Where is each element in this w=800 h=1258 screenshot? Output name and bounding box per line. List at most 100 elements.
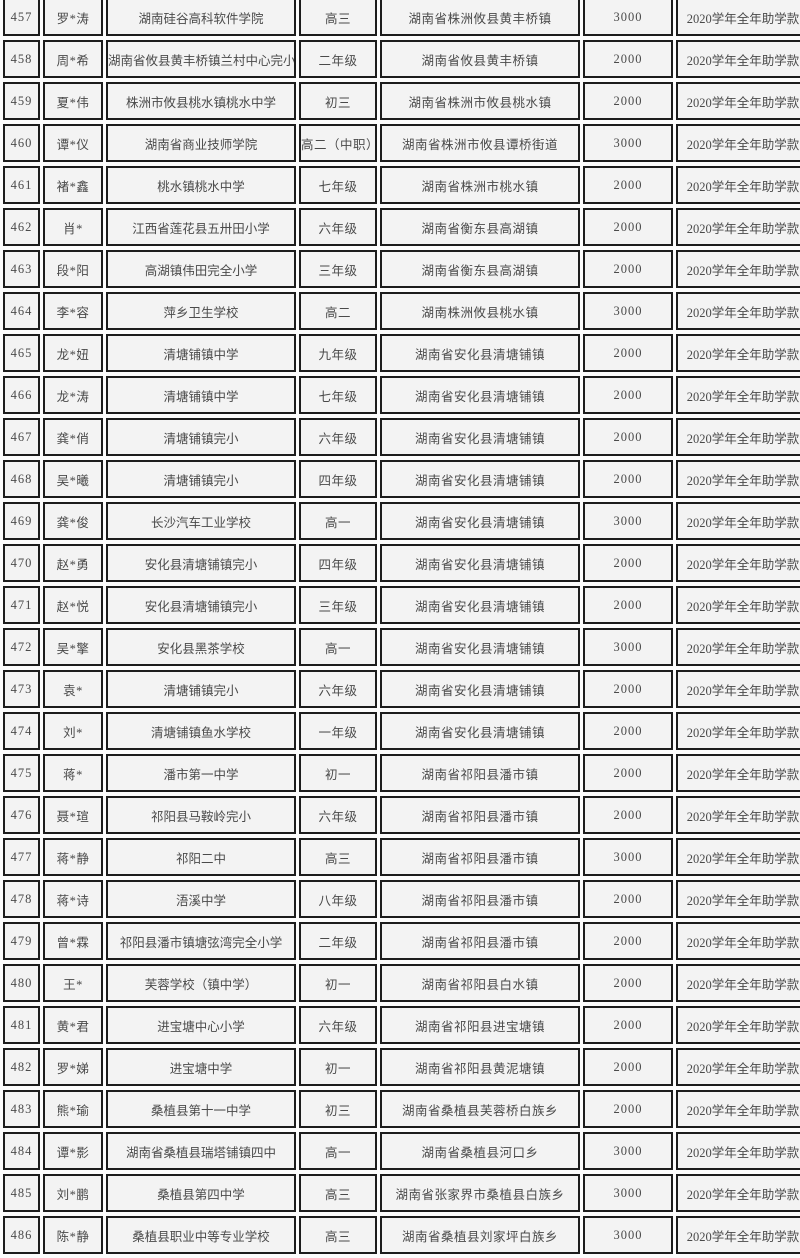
school: 芙蓉学校（镇中学） [106,964,296,1002]
student-name: 周*希 [43,40,103,78]
grade: 一年级 [299,712,377,750]
amount: 3000 [583,502,673,540]
school: 湖南省桑植县瑞塔铺镇四中 [106,1132,296,1170]
serial-number: 478 [3,880,40,918]
serial-number: 486 [3,1216,40,1254]
note: 2020学年全年助学款 [676,40,800,78]
table-row: 460 谭*仪 湖南省商业技师学院 高二（中职） 湖南省株洲市攸县谭桥街道 3000 202… [3,124,800,162]
serial-number: 475 [3,754,40,792]
school: 安化县清塘铺镇完小 [106,544,296,582]
serial-number: 464 [3,292,40,330]
student-name: 龙*涛 [43,376,103,414]
grade: 三年级 [299,250,377,288]
note: 2020学年全年助学款 [676,964,800,1002]
table-row: 463 段*阳 高湖镇伟田完全小学 三年级 湖南省衡东县高湖镇 2000 2020学年全年助… [3,250,800,288]
table-row: 470 赵*勇 安化县清塘铺镇完小 四年级 湖南省安化县清塘铺镇 2000 2020学年全年… [3,544,800,582]
school: 桑植县第四中学 [106,1174,296,1212]
school: 进宝塘中学 [106,1048,296,1086]
serial-number: 482 [3,1048,40,1086]
serial-number: 461 [3,166,40,204]
amount: 3000 [583,1216,673,1254]
location: 湖南省株洲市攸县谭桥街道 [380,124,580,162]
serial-number: 466 [3,376,40,414]
serial-number: 458 [3,40,40,78]
grade: 高三 [299,1174,377,1212]
amount: 2000 [583,208,673,246]
table-row: 474 刘* 清塘铺镇鱼水学校 一年级 湖南省安化县清塘铺镇 2000 2020学年全年助学… [3,712,800,750]
location: 湖南省安化县清塘铺镇 [380,334,580,372]
school: 湖南硅谷高科软件学院 [106,0,296,36]
school: 萍乡卫生学校 [106,292,296,330]
school: 祁阳县马鞍岭完小 [106,796,296,834]
location: 湖南省张家界市桑植县白族乡 [380,1174,580,1212]
amount: 2000 [583,460,673,498]
table-row: 483 熊*瑜 桑植县第十一中学 初三 湖南省桑植县芙蓉桥白族乡 2000 2020学年全年… [3,1090,800,1128]
serial-number: 470 [3,544,40,582]
student-name: 谭*仪 [43,124,103,162]
table-row: 484 谭*影 湖南省桑植县瑞塔铺镇四中 高一 湖南省桑植县河口乡 3000 2020学年全… [3,1132,800,1170]
location: 湖南省祁阳县潘市镇 [380,796,580,834]
grade: 高三 [299,0,377,36]
location: 湖南省桑植县芙蓉桥白族乡 [380,1090,580,1128]
grade: 高二（中职） [299,124,377,162]
serial-number: 462 [3,208,40,246]
location: 湖南省安化县清塘铺镇 [380,586,580,624]
school: 清塘铺镇鱼水学校 [106,712,296,750]
serial-number: 472 [3,628,40,666]
note: 2020学年全年助学款 [676,0,800,36]
note: 2020学年全年助学款 [676,502,800,540]
note: 2020学年全年助学款 [676,922,800,960]
student-name: 曾*霖 [43,922,103,960]
location: 湖南省株洲市攸县桃水镇 [380,82,580,120]
amount: 2000 [583,880,673,918]
serial-number: 485 [3,1174,40,1212]
student-name: 袁* [43,670,103,708]
school: 江西省莲花县五卅田小学 [106,208,296,246]
serial-number: 483 [3,1090,40,1128]
grade: 二年级 [299,40,377,78]
note: 2020学年全年助学款 [676,880,800,918]
note: 2020学年全年助学款 [676,208,800,246]
location: 湖南省安化县清塘铺镇 [380,544,580,582]
table-row: 486 陈*静 桑植县职业中等专业学校 高三 湖南省桑植县刘家坪白族乡 3000 2020学… [3,1216,800,1254]
school: 桑植县职业中等专业学校 [106,1216,296,1254]
student-name: 罗*娣 [43,1048,103,1086]
table-row: 461 褚*鑫 桃水镇桃水中学 七年级 湖南省株洲市桃水镇 2000 2020学年全年助学款 [3,166,800,204]
amount: 3000 [583,1174,673,1212]
table-row: 459 夏*伟 株洲市攸县桃水镇桃水中学 初三 湖南省株洲市攸县桃水镇 2000 2020学… [3,82,800,120]
school: 清塘铺镇完小 [106,418,296,456]
serial-number: 469 [3,502,40,540]
student-name: 夏*伟 [43,82,103,120]
grade: 四年级 [299,544,377,582]
grade: 九年级 [299,334,377,372]
location: 湖南省祁阳县潘市镇 [380,838,580,876]
note: 2020学年全年助学款 [676,124,800,162]
note: 2020学年全年助学款 [676,1006,800,1044]
note: 2020学年全年助学款 [676,82,800,120]
amount: 2000 [583,82,673,120]
note: 2020学年全年助学款 [676,418,800,456]
serial-number: 481 [3,1006,40,1044]
table-row: 473 袁* 清塘铺镇完小 六年级 湖南省安化县清塘铺镇 2000 2020学年全年助学款 [3,670,800,708]
student-name: 罗*涛 [43,0,103,36]
amount: 2000 [583,166,673,204]
table-row: 468 吴*曦 清塘铺镇完小 四年级 湖南省安化县清塘铺镇 2000 2020学年全年助学款 [3,460,800,498]
location: 湖南省衡东县高湖镇 [380,208,580,246]
table-row: 458 周*希 湖南省攸县黄丰桥镇兰村中心完小 二年级 湖南省攸县黄丰桥镇 2000 202… [3,40,800,78]
serial-number: 468 [3,460,40,498]
note: 2020学年全年助学款 [676,754,800,792]
note: 2020学年全年助学款 [676,838,800,876]
table-row: 478 蒋*诗 浯溪中学 八年级 湖南省祁阳县潘市镇 2000 2020学年全年助学款 [3,880,800,918]
location: 湖南省桑植县刘家坪白族乡 [380,1216,580,1254]
student-name: 刘* [43,712,103,750]
grade: 高二 [299,292,377,330]
grade: 高三 [299,838,377,876]
amount: 3000 [583,838,673,876]
grade: 初三 [299,82,377,120]
grade: 高一 [299,502,377,540]
note: 2020学年全年助学款 [676,292,800,330]
table-row: 469 龚*俊 长沙汽车工业学校 高一 湖南省安化县清塘铺镇 3000 2020学年全年助学… [3,502,800,540]
school: 安化县黑茶学校 [106,628,296,666]
table-row: 482 罗*娣 进宝塘中学 初一 湖南省祁阳县黄泥塘镇 2000 2020学年全年助学款 [3,1048,800,1086]
